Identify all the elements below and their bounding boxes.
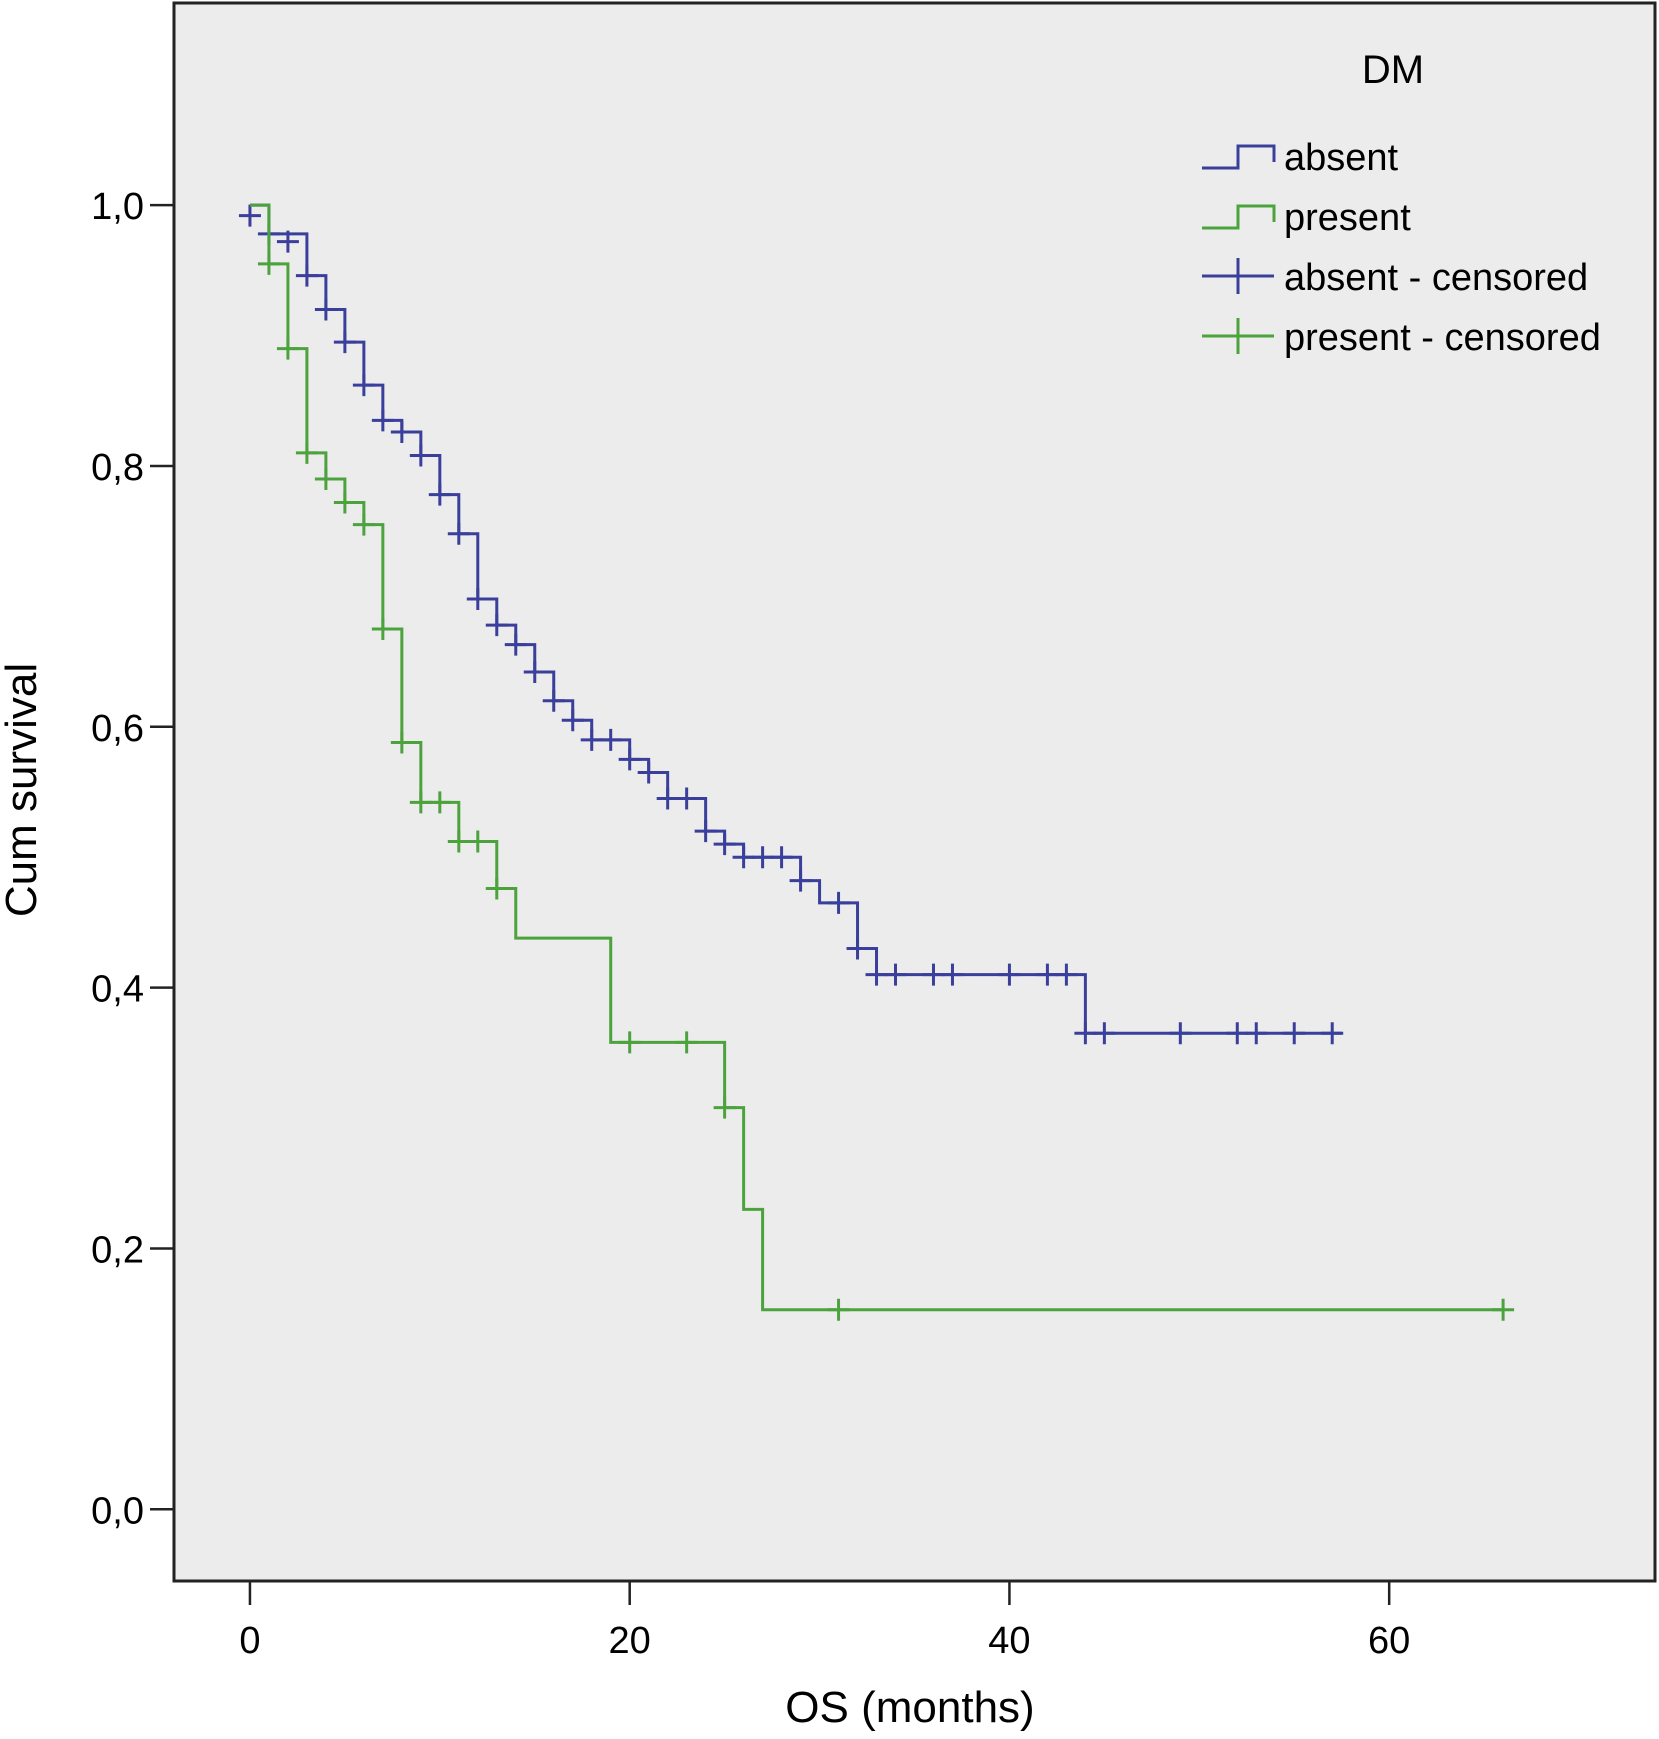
censor-mark-absent [941,963,964,986]
censor-mark-absent [656,787,679,810]
censor-mark-absent [884,963,907,986]
legend-label: absent [1284,137,1399,179]
x-tick-label: 60 [1368,1620,1410,1662]
y-tick-label: 0,0 [91,1490,144,1532]
x-tick-label: 40 [988,1620,1030,1662]
censor-mark-present [713,1096,736,1119]
censor-mark-absent [409,444,432,467]
censor-mark-absent [865,963,888,986]
y-tick-label: 0,2 [91,1229,144,1271]
censor-mark-absent [371,409,394,432]
legend: DM absent present absent - censored present… [1202,48,1601,359]
censor-mark-absent [333,331,356,354]
censor-mark-present [618,1031,641,1054]
censor-mark-absent [580,728,603,751]
series-absent [238,203,1344,1045]
legend-label: absent - censored [1284,257,1588,299]
censor-mark-absent [1036,963,1059,986]
censor-mark-absent [561,709,584,732]
y-axis: 0,0 0,2 0,4 0,6 0,8 1,0 [91,186,174,1532]
censor-mark-absent [352,374,375,397]
censor-mark-absent [922,963,945,986]
censor-mark-absent [732,846,755,869]
censor-mark-absent [694,820,717,843]
censor-mark-absent [713,833,736,856]
censor-mark-present [276,337,299,360]
censor-mark-absent [523,661,546,684]
censor-mark-present [827,1298,850,1321]
legend-entry: present [1202,197,1411,239]
censor-mark-absent [542,689,565,712]
legend-title: DM [1362,48,1424,92]
censor-mark-absent [466,587,489,610]
censor-mark-absent [390,421,413,444]
y-tick-label: 0,8 [91,447,144,489]
censor-mark-present [485,877,508,900]
censor-mark-present [447,830,470,853]
x-axis: 0 20 40 60 [239,1581,1410,1662]
censor-mark-absent [504,633,527,656]
censor-mark-absent [675,787,698,810]
censor-mark-present [466,830,489,853]
censor-mark-present [333,491,356,514]
y-axis-label: Cum survival [0,663,46,917]
censor-mark-absent [238,204,261,227]
legend-entry: absent [1202,137,1399,179]
censor-mark-absent [447,522,470,545]
series-present [249,203,1515,1321]
legend-label: present [1284,197,1411,239]
y-tick-label: 1,0 [91,186,144,228]
legend-entry: present - censored [1202,317,1601,359]
censor-mark-present [295,441,318,464]
series-layer [238,203,1515,1321]
legend-swatch [1202,318,1274,354]
legend-swatch [1202,144,1276,170]
censor-mark-present [409,791,432,814]
censor-mark-absent [1245,1022,1268,1045]
censor-mark-absent [770,846,793,869]
x-tick-label: 20 [609,1620,651,1662]
censor-mark-present [390,731,413,754]
censor-mark-absent [428,483,451,506]
censor-mark-present [257,252,280,275]
censor-mark-present [371,617,394,640]
censor-mark-present [1492,1298,1515,1321]
censor-mark-present [675,1031,698,1054]
x-axis-label: OS (months) [785,1683,1034,1732]
censor-mark-absent [637,761,660,784]
censor-mark-absent [618,748,641,771]
censor-mark-absent [998,963,1021,986]
y-tick-label: 0,6 [91,708,144,750]
censor-mark-absent [314,298,337,321]
plot-background [172,1,1657,1583]
censor-mark-present [428,791,451,814]
censor-mark-absent [751,846,774,869]
censor-mark-absent [485,614,508,637]
censor-mark-absent [599,728,622,751]
x-tick-label: 0 [239,1620,260,1662]
censor-mark-absent [295,264,318,287]
censor-mark-present [314,468,337,491]
legend-entry: absent - censored [1202,257,1588,299]
censor-mark-absent [1226,1022,1249,1045]
legend-label: present - censored [1284,317,1601,359]
censor-mark-absent [276,230,299,253]
censor-mark-absent [1074,1022,1097,1045]
censor-mark-absent [1283,1022,1306,1045]
censor-mark-absent [1093,1022,1116,1045]
censor-mark-present [352,513,375,536]
legend-swatch [1202,204,1276,230]
censor-mark-absent [789,869,812,892]
censor-mark-absent [1321,1022,1344,1045]
censor-mark-absent [1169,1022,1192,1045]
legend-swatch [1202,258,1274,294]
censor-mark-absent [846,937,869,960]
censor-mark-absent [827,891,850,914]
y-tick-label: 0,4 [91,969,144,1011]
censor-mark-absent [1055,963,1078,986]
